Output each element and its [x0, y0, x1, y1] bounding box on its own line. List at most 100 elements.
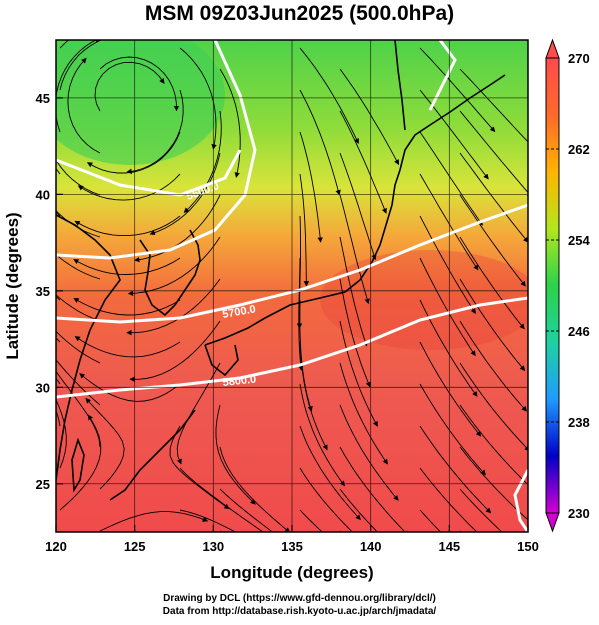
wind-streamline — [56, 398, 67, 469]
wind-streamline — [419, 341, 482, 437]
wind-streamline — [419, 173, 479, 271]
ryukyu-islands — [109, 409, 196, 501]
wind-streamlines — [56, 40, 528, 532]
wind-streamline — [339, 320, 378, 427]
wind-streamline — [339, 152, 377, 261]
wind-streamline — [59, 40, 103, 91]
x-tick-label: 125 — [124, 539, 146, 554]
wind-streamline — [219, 68, 241, 178]
wind-streamline — [179, 509, 237, 532]
wind-streamline — [74, 215, 181, 237]
wind-streamline — [99, 56, 180, 112]
wind-streamline — [59, 414, 102, 511]
wind-streamline — [56, 330, 101, 364]
wind-streamline — [419, 257, 476, 357]
wind-streamline — [299, 425, 361, 521]
wind-streamline — [419, 509, 442, 532]
japan-coastline — [204, 74, 506, 346]
contour-5800 — [56, 296, 528, 399]
wind-streamline — [73, 257, 181, 275]
x-tick-label: 130 — [202, 539, 224, 554]
wind-streamline — [56, 294, 101, 322]
china-coastline — [56, 214, 121, 481]
wind-streamline — [299, 47, 359, 145]
wind-streamline — [99, 511, 209, 532]
colorbar-bottom-arrow — [545, 512, 560, 533]
credit-data: Data from http://database.rish.kyoto-u.a… — [162, 606, 437, 617]
y-axis-label: Latitude (degrees) — [3, 212, 22, 359]
x-axis-label: Longitude (degrees) — [210, 563, 373, 582]
y-tick-label: 40 — [36, 187, 50, 202]
wind-streamline — [215, 404, 256, 505]
contour-corner — [513, 469, 528, 532]
wind-streamline — [459, 404, 528, 491]
wind-streamline — [339, 278, 371, 388]
wind-streamline — [129, 320, 221, 382]
x-tick-label: 120 — [45, 539, 67, 554]
wind-streamline — [74, 336, 181, 358]
wind-streamline — [179, 467, 270, 532]
wind-streamline — [299, 131, 323, 243]
wind-streamline — [298, 257, 304, 371]
colorbar-top-arrow — [545, 38, 560, 59]
wind-streamline — [94, 61, 165, 112]
wind-streamline — [169, 425, 230, 510]
wind-streamline — [459, 488, 503, 532]
wind-streamline — [67, 57, 101, 154]
wind-streamline — [56, 370, 101, 448]
sakhalin-coastline — [394, 40, 406, 131]
wind-streamline — [459, 194, 526, 287]
wind-streamline — [134, 194, 221, 263]
wind-streamline — [339, 404, 399, 501]
credits: Drawing by DCL (https://www.gfd-dennou.o… — [0, 592, 599, 618]
wind-streamline — [339, 530, 342, 532]
wind-streamline — [85, 397, 125, 490]
wind-streamline — [339, 194, 370, 305]
y-tick-label: 30 — [36, 380, 50, 395]
wind-streamline — [179, 47, 217, 150]
wind-streamline — [459, 362, 528, 452]
wind-streamline — [419, 47, 496, 133]
wind-streamline — [419, 425, 492, 514]
wind-streamline — [419, 215, 476, 315]
colorbar-tick-label: 262 — [568, 142, 590, 157]
x-tick-label: 140 — [360, 539, 382, 554]
wind-streamline — [419, 383, 486, 476]
chart-title: MSM 09Z03Jun2025 (500.0hPa) — [144, 2, 455, 25]
wind-streamline — [219, 488, 274, 532]
wind-streamline — [459, 68, 528, 143]
contour-5600-northeast — [428, 40, 457, 111]
height-contours — [56, 40, 528, 532]
cold-low-core — [56, 40, 225, 165]
wind-streamline — [183, 110, 222, 214]
x-tick-label: 150 — [517, 539, 539, 554]
wind-streamline — [56, 253, 101, 280]
wind-streamline — [299, 509, 323, 532]
colorbar-tick-label: 270 — [568, 51, 590, 66]
wind-streamline — [339, 236, 368, 347]
contour-5700 — [56, 203, 528, 324]
wind-streamline — [459, 278, 526, 372]
wind-streamline — [299, 173, 310, 287]
wind-streamline — [419, 467, 478, 532]
wind-streamline — [459, 152, 528, 243]
contour-label-5800: 5800.0 — [222, 374, 257, 389]
wind-streamline — [459, 446, 528, 521]
coastlines — [56, 40, 506, 501]
wind-streamline — [459, 236, 525, 330]
wind-streamline — [79, 373, 181, 402]
wind-streamline — [299, 341, 328, 451]
colorbar: 230 238 246 254 262 270 — [545, 38, 590, 533]
warm-patch — [320, 250, 528, 350]
korea-coastline — [139, 229, 201, 317]
wind-streamline — [149, 152, 221, 236]
wind-streamline — [56, 40, 101, 133]
wind-streamline — [339, 110, 387, 214]
colorbar-ticks: 230 238 246 254 262 270 — [546, 51, 590, 521]
contour-5600 — [56, 40, 257, 260]
wind-streamline — [459, 320, 527, 412]
wind-streamline — [339, 446, 409, 532]
wind-streamline — [219, 446, 291, 532]
wind-streamline — [86, 131, 181, 174]
contour-5600-north — [56, 149, 242, 197]
